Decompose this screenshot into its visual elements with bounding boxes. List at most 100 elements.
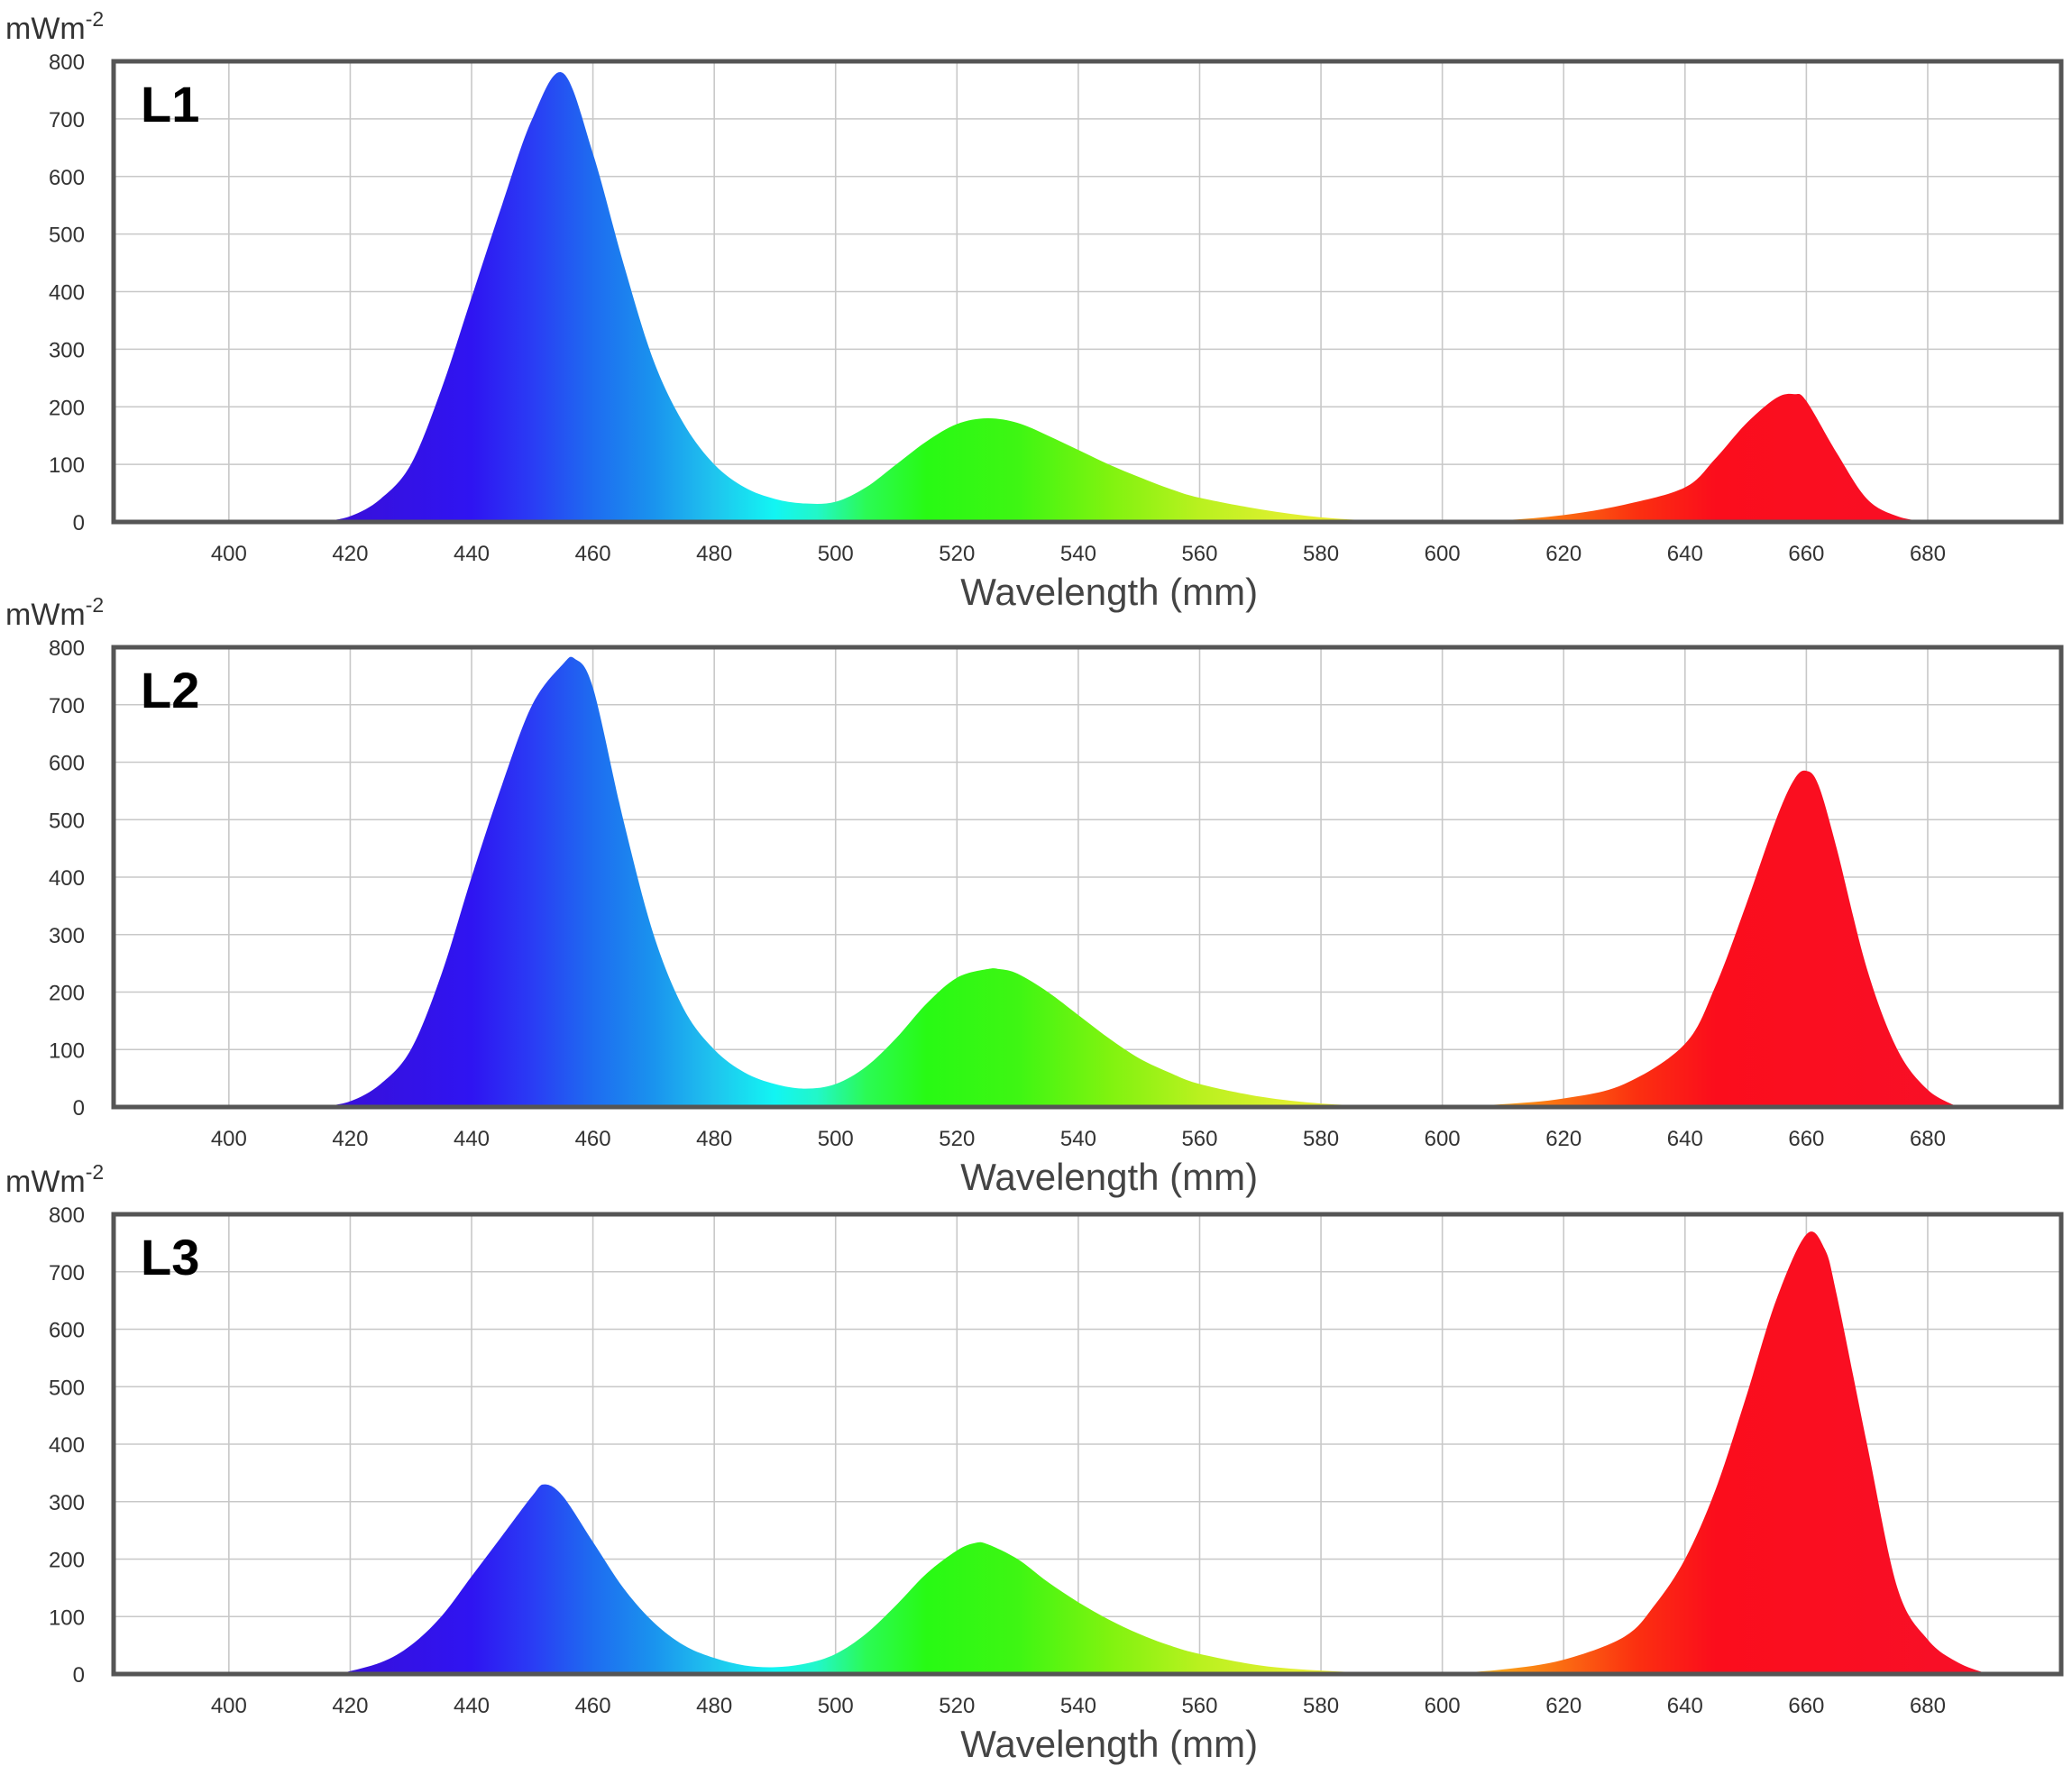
x-tick-label: 560 [1181,542,1217,566]
y-tick-label: 0 [73,1096,85,1121]
x-tick-label: 520 [939,1127,975,1151]
y-tick-label: 0 [73,511,85,535]
y-ticks-l1: 0 100 200 300 400 500 600 700 800 [49,50,85,535]
panel-l2: 0 100 200 300 400 500 600 700 800 400 420 440 460 48… [5,593,2064,1198]
x-tick-label: 420 [332,542,368,566]
x-tick-label: 440 [454,1127,490,1151]
x-tick-label: 520 [939,1694,975,1718]
y-ticks-l3: 0 100 200 300 400 500 600 700 800 [49,1203,85,1688]
x-tick-label: 420 [332,1694,368,1718]
y-unit-label-l1: mWm-2 [5,7,104,46]
x-axis-title-l1: Wavelength (mm) [960,571,1258,613]
x-tick-label: 660 [1788,542,1824,566]
x-tick-label: 500 [818,1694,854,1718]
y-tick-label: 200 [49,396,85,420]
y-tick-label: 400 [49,866,85,891]
x-tick-label: 660 [1788,1694,1824,1718]
panel-l1: 0 100 200 300 400 500 600 700 800 400 420 440 460 48… [5,7,2064,613]
y-tick-label: 200 [49,1549,85,1573]
y-ticks-l2: 0 100 200 300 400 500 600 700 800 [49,636,85,1121]
x-tick-label: 480 [696,1694,732,1718]
panel-l3: 0 100 200 300 400 500 600 700 800 400 420 440 460 48… [5,1160,2064,1765]
spectrum-area-l3 [337,1231,1989,1674]
y-tick-label: 300 [49,1491,85,1515]
x-tick-label: 620 [1545,1127,1582,1151]
x-tick-label: 680 [1910,1127,1946,1151]
y-tick-label: 500 [49,224,85,248]
x-tick-label: 500 [818,542,854,566]
x-tick-label: 620 [1545,542,1582,566]
x-ticks-l2: 400 420 440 460 480 500 520 540 560 580 600 620 640 6… [211,1127,1946,1151]
y-unit-base-l3: mWm [5,1165,86,1199]
spectrum-area-l1 [319,71,1928,522]
x-tick-label: 400 [211,542,247,566]
x-tick-label: 480 [696,542,732,566]
x-tick-label: 440 [454,1694,490,1718]
plot-frame-l3 [111,1212,2064,1677]
x-tick-label: 660 [1788,1127,1824,1151]
y-tick-label: 600 [49,1319,85,1343]
x-tick-label: 400 [211,1694,247,1718]
y-tick-label: 600 [49,752,85,776]
x-tick-label: 600 [1425,1694,1461,1718]
panel-label-l1: L1 [141,76,199,133]
y-unit-exponent-l1: -2 [86,7,104,31]
x-tick-label: 580 [1303,1127,1339,1151]
x-tick-label: 680 [1910,542,1946,566]
y-tick-label: 400 [49,281,85,306]
x-tick-label: 560 [1181,1127,1217,1151]
y-tick-label: 200 [49,982,85,1006]
x-tick-label: 460 [575,1127,611,1151]
x-tick-label: 640 [1667,1127,1703,1151]
y-tick-label: 0 [73,1663,85,1688]
y-tick-label: 500 [49,809,85,833]
x-tick-label: 620 [1545,1694,1582,1718]
y-unit-label-l2: mWm-2 [5,593,104,632]
x-tick-label: 540 [1060,542,1096,566]
x-tick-label: 460 [575,542,611,566]
y-unit-exponent-l2: -2 [86,593,104,617]
y-tick-label: 600 [49,166,85,190]
y-unit-exponent-l3: -2 [86,1160,104,1184]
plot-frame-l1 [111,59,2064,525]
x-tick-label: 520 [939,542,975,566]
x-ticks-l1: 400 420 440 460 480 500 520 540 560 580 600 620 640 6… [211,542,1946,566]
y-tick-label: 800 [49,636,85,661]
panel-label-l3: L3 [141,1229,199,1286]
x-tick-label: 600 [1425,1127,1461,1151]
y-tick-label: 800 [49,50,85,75]
spectrum-area-l2 [319,656,1958,1107]
x-axis-title-l2: Wavelength (mm) [960,1156,1258,1198]
x-tick-label: 580 [1303,542,1339,566]
y-tick-label: 100 [49,1606,85,1630]
x-tick-label: 680 [1910,1694,1946,1718]
x-tick-label: 540 [1060,1694,1096,1718]
y-tick-label: 400 [49,1433,85,1458]
x-tick-label: 640 [1667,542,1703,566]
y-tick-label: 100 [49,1038,85,1063]
y-tick-label: 300 [49,924,85,948]
y-tick-label: 700 [49,1261,85,1286]
y-tick-label: 700 [49,108,85,133]
y-tick-label: 100 [49,453,85,478]
x-tick-label: 460 [575,1694,611,1718]
x-tick-label: 440 [454,542,490,566]
x-tick-label: 640 [1667,1694,1703,1718]
y-unit-base-l2: mWm [5,598,86,632]
x-tick-label: 560 [1181,1694,1217,1718]
x-tick-label: 400 [211,1127,247,1151]
x-ticks-l3: 400 420 440 460 480 500 520 540 560 580 600 620 640 6… [211,1694,1946,1718]
plot-frame-l2 [111,645,2064,1110]
x-tick-label: 600 [1425,542,1461,566]
y-tick-label: 300 [49,338,85,362]
y-tick-label: 700 [49,694,85,718]
x-tick-label: 540 [1060,1127,1096,1151]
y-unit-base-l1: mWm [5,12,86,46]
y-unit-label-l3: mWm-2 [5,1160,104,1199]
panel-label-l2: L2 [141,662,199,718]
y-tick-label: 500 [49,1376,85,1400]
y-tick-label: 800 [49,1203,85,1228]
x-tick-label: 420 [332,1127,368,1151]
x-tick-label: 480 [696,1127,732,1151]
